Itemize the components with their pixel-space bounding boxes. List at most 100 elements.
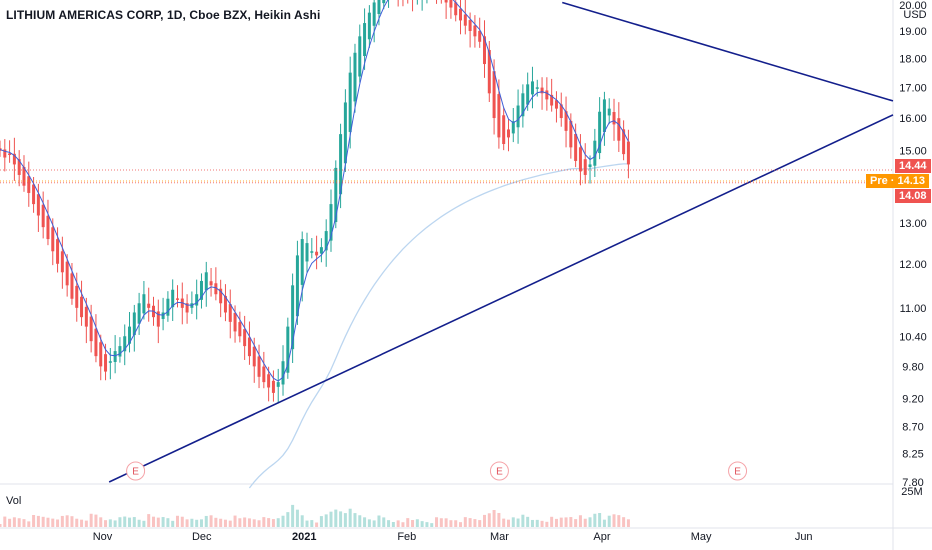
- volume-bar: [27, 521, 31, 527]
- volume-bar: [123, 516, 127, 527]
- volume-bar: [612, 514, 616, 527]
- candle-body: [161, 312, 165, 319]
- earnings-marker-circle: [126, 461, 146, 481]
- slow-moving-average: [248, 163, 629, 489]
- volume-bar: [147, 514, 151, 527]
- candle-body: [209, 281, 213, 286]
- volume-bar: [569, 517, 573, 527]
- candle-body: [598, 111, 602, 154]
- volume-bar: [593, 513, 597, 527]
- candle-body: [626, 141, 630, 165]
- volume-bar: [449, 520, 453, 527]
- x-tick-label: Apr: [593, 531, 610, 543]
- x-tick-label: 2021: [292, 531, 316, 543]
- volume-label: Vol: [6, 495, 22, 507]
- volume-bar: [161, 517, 165, 527]
- volume-bar: [271, 519, 275, 527]
- y-tick-label: 12.00: [899, 259, 927, 271]
- volume-bar: [550, 516, 554, 527]
- candle-body: [487, 49, 491, 94]
- candle-body: [329, 204, 333, 241]
- volume-bar: [108, 519, 112, 527]
- candle-body: [319, 247, 323, 254]
- time-axis[interactable]: Nov Dec 2021 Feb Mar Apr May Jun: [93, 531, 813, 543]
- y-tick-label: 8.25: [902, 449, 923, 461]
- candle-body: [482, 36, 486, 65]
- candle-body: [459, 8, 463, 21]
- volume-bar: [128, 517, 132, 527]
- volume-bar: [521, 514, 525, 527]
- candle-body: [564, 111, 568, 131]
- volume-bar: [56, 519, 60, 527]
- candle-body: [233, 312, 237, 332]
- fast-moving-average: [0, 0, 629, 382]
- x-tick-label: Feb: [397, 531, 416, 543]
- volume-bar: [190, 518, 194, 527]
- volume-bar: [454, 520, 458, 527]
- candle-body: [12, 153, 16, 165]
- volume-bar: [104, 520, 108, 527]
- volume-bar: [180, 516, 184, 527]
- trendlines[interactable]: [108, 1, 894, 483]
- volume-bar: [516, 518, 520, 527]
- candle-body: [367, 12, 371, 40]
- volume-bar: [65, 515, 69, 527]
- volume-bar: [17, 518, 21, 527]
- volume-bar: [80, 519, 84, 527]
- candle-body: [622, 129, 626, 155]
- y-tick-label: 9.80: [902, 361, 923, 373]
- volume-bar: [425, 522, 429, 527]
- volume-bar: [482, 514, 486, 527]
- volume-bar: [411, 520, 415, 527]
- volume-bar: [247, 518, 251, 527]
- candle-body: [569, 120, 573, 148]
- x-tick-label: May: [691, 531, 712, 543]
- candle-body: [262, 366, 266, 383]
- candle-body: [454, 2, 458, 16]
- volume-bar: [463, 517, 467, 527]
- volume-bar: [295, 509, 299, 527]
- candle-body: [243, 329, 247, 347]
- volume-bar: [262, 517, 266, 527]
- candle-body: [468, 20, 472, 31]
- volume-bar: [171, 520, 175, 527]
- candle-body: [51, 227, 55, 252]
- volume-bar: [497, 512, 501, 527]
- candle-body: [195, 294, 199, 306]
- volume-bar: [487, 513, 491, 527]
- volume-bar: [60, 515, 64, 527]
- volume-bar: [84, 520, 88, 527]
- volume-bar: [588, 517, 592, 527]
- volume-bar: [310, 520, 314, 527]
- candle-body: [99, 342, 103, 367]
- y-tick-label: 19.00: [899, 26, 927, 38]
- volume-bar: [339, 511, 343, 527]
- volume-bar: [382, 517, 386, 527]
- volume-bar: [228, 520, 232, 527]
- volume-bar: [502, 518, 506, 527]
- volume-bars: [0, 504, 630, 527]
- volume-bar: [334, 509, 338, 527]
- candle-body: [128, 326, 132, 344]
- volume-bar: [3, 516, 7, 527]
- volume-bar: [617, 515, 621, 527]
- candle-body: [171, 289, 175, 308]
- volume-bar: [142, 520, 146, 527]
- volume-bar: [478, 520, 482, 527]
- candle-body: [108, 361, 112, 363]
- y-tick-label: 20.00: [899, 0, 927, 12]
- candle-body: [132, 312, 136, 336]
- volume-bar: [622, 517, 626, 527]
- x-tick-label: Jun: [795, 531, 813, 543]
- candle-body: [281, 361, 285, 385]
- volume-bar: [0, 524, 2, 527]
- candle-body: [286, 326, 290, 373]
- volume-bar: [406, 518, 410, 527]
- candle-body: [358, 36, 362, 77]
- candle-body: [324, 231, 328, 251]
- volume-bar: [199, 519, 203, 527]
- candle-body: [444, 0, 448, 3]
